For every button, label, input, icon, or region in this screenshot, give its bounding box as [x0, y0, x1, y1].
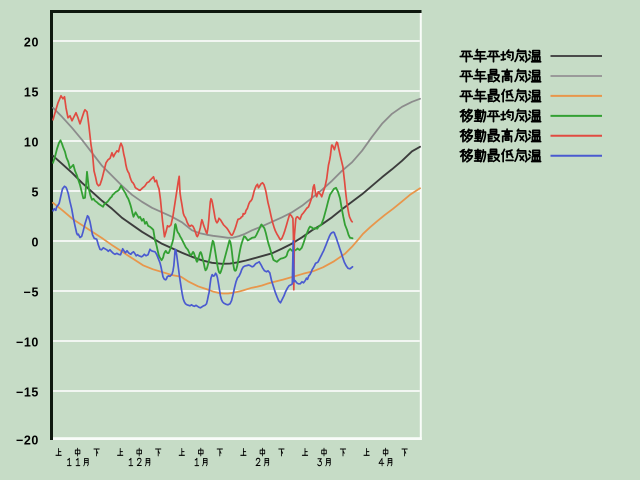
svg-text:5: 5 — [31, 186, 39, 200]
svg-text:0: 0 — [31, 236, 39, 250]
svg-text:10: 10 — [24, 136, 39, 150]
svg-text:−15: −15 — [16, 386, 39, 400]
svg-text:20: 20 — [24, 36, 39, 50]
svg-text:15: 15 — [24, 86, 39, 100]
svg-text:−10: −10 — [16, 336, 39, 350]
svg-text:−20: −20 — [16, 433, 39, 447]
svg-text:−5: −5 — [24, 286, 39, 300]
